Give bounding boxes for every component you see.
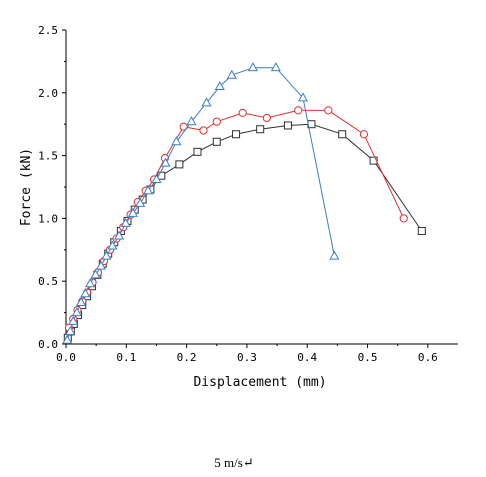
x-tick-label: 0.1 bbox=[116, 351, 136, 364]
data-point bbox=[142, 185, 154, 195]
data-point bbox=[114, 230, 125, 240]
series-line bbox=[68, 109, 405, 328]
data-point bbox=[283, 121, 292, 130]
x-axis-title: Displacement (mm) bbox=[193, 375, 326, 390]
data-point bbox=[65, 325, 76, 335]
data-point bbox=[101, 250, 112, 260]
y-tick-label: 2.5 bbox=[38, 24, 58, 37]
x-tick-label: 0.3 bbox=[237, 351, 257, 364]
data-point bbox=[369, 156, 378, 165]
y-tick-label: 2.0 bbox=[38, 87, 58, 100]
series-line bbox=[66, 67, 335, 341]
x-tick-label: 0.5 bbox=[358, 351, 378, 364]
figure-caption: 5 m/s↵ bbox=[214, 455, 254, 470]
plot-frame bbox=[65, 30, 458, 345]
x-axis: 0.0 0.1 0.2 0.3 0.4 0.5 0.6 bbox=[56, 344, 438, 364]
data-point bbox=[329, 250, 340, 260]
data-point bbox=[247, 62, 259, 72]
series-triangle bbox=[62, 62, 340, 344]
data-point bbox=[417, 226, 426, 235]
data-point bbox=[212, 137, 221, 146]
data-point bbox=[160, 157, 171, 167]
data-point bbox=[212, 117, 221, 126]
data-point bbox=[294, 106, 303, 115]
data-point bbox=[232, 130, 241, 139]
data-point bbox=[135, 197, 146, 207]
series-layer bbox=[62, 62, 426, 344]
x-tick-label: 0.2 bbox=[177, 351, 197, 364]
y-tick-label: 1.5 bbox=[38, 150, 58, 163]
data-point bbox=[262, 113, 271, 123]
data-point bbox=[175, 160, 184, 169]
data-point bbox=[127, 207, 138, 217]
data-point bbox=[151, 173, 162, 183]
data-point bbox=[157, 171, 166, 180]
y-axis: 0.0 0.5 1.0 1.5 2.0 2.5 bbox=[38, 24, 66, 351]
data-point bbox=[270, 62, 281, 72]
data-point bbox=[297, 92, 309, 102]
data-point bbox=[171, 136, 182, 146]
data-point bbox=[214, 80, 225, 91]
data-point bbox=[120, 217, 131, 227]
data-point bbox=[85, 278, 96, 288]
x-tick-label: 0.0 bbox=[56, 351, 76, 364]
data-point bbox=[107, 240, 118, 250]
data-point bbox=[256, 125, 265, 134]
x-tick-label: 0.6 bbox=[418, 351, 438, 364]
data-point bbox=[338, 130, 347, 139]
y-tick-label: 1.0 bbox=[38, 212, 58, 225]
data-point bbox=[399, 214, 408, 223]
y-axis-title: Force (kN) bbox=[19, 148, 34, 226]
data-point bbox=[80, 288, 91, 298]
data-point bbox=[76, 297, 87, 307]
series-square bbox=[63, 120, 426, 342]
y-tick-label: 0.5 bbox=[38, 275, 58, 288]
data-point bbox=[95, 260, 107, 270]
y-tick-label: 0.0 bbox=[38, 338, 58, 351]
series-circle bbox=[64, 106, 408, 332]
data-point bbox=[71, 307, 82, 317]
data-point bbox=[186, 116, 197, 126]
data-point bbox=[193, 147, 202, 156]
data-point bbox=[68, 315, 79, 325]
data-point bbox=[324, 106, 333, 115]
data-point bbox=[226, 69, 237, 79]
data-point bbox=[199, 126, 208, 135]
data-point bbox=[62, 334, 73, 344]
data-point bbox=[201, 97, 212, 107]
data-point bbox=[359, 130, 369, 139]
x-tick-label: 0.4 bbox=[297, 351, 317, 364]
data-point bbox=[238, 108, 247, 117]
data-point bbox=[90, 269, 101, 279]
